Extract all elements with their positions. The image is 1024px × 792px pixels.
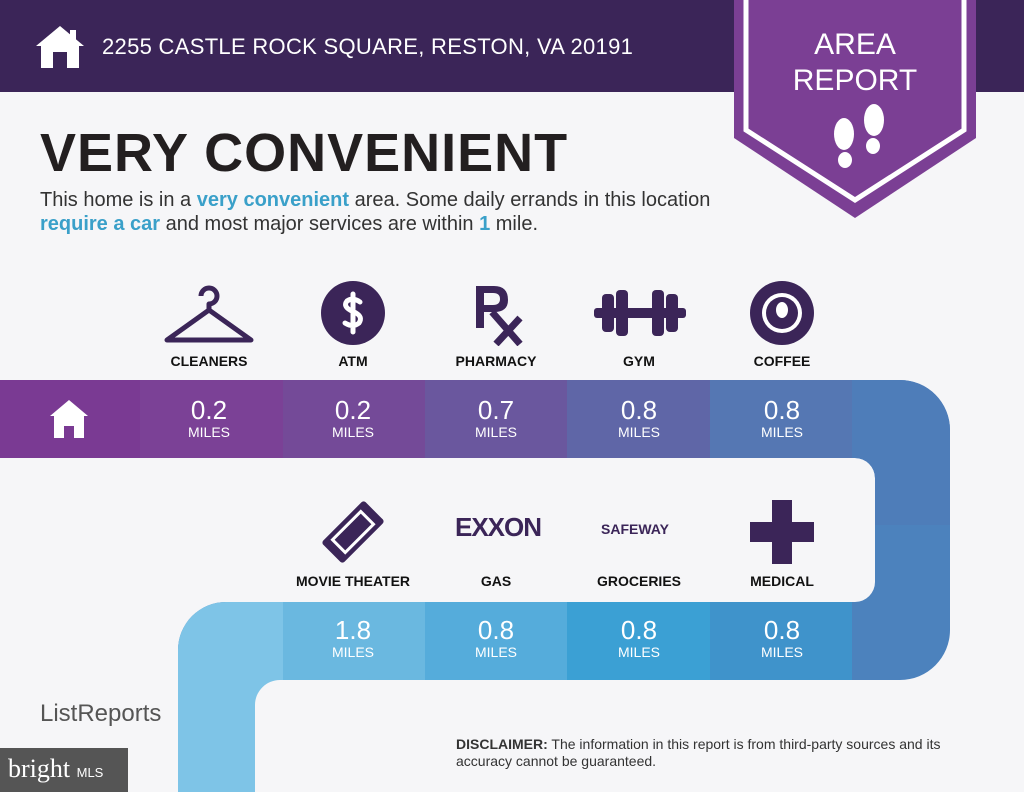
distance-value: 0.8 MILES	[474, 615, 517, 660]
category-label: GROCERIES	[596, 573, 681, 589]
disclaimer: DISCLAIMER: The information in this repo…	[456, 736, 941, 769]
listreports-logo: ListReports	[40, 700, 162, 727]
home-icon	[36, 26, 84, 68]
category-label: ATM	[338, 353, 368, 369]
medical-cross-icon	[750, 500, 814, 564]
distance-value: 0.8 MILES	[617, 615, 660, 660]
footprints-icon	[834, 104, 884, 168]
home-icon	[50, 400, 88, 438]
distance-value: 0.2 MILES	[187, 395, 230, 440]
hanger-icon	[164, 285, 254, 343]
category-label: MOVIE THEATER	[295, 573, 411, 589]
distance-value: 1.8 MILES	[331, 615, 374, 660]
starbucks-logo	[750, 281, 814, 345]
safeway-logo: SAFEWAY	[601, 521, 669, 537]
category-label: GAS	[480, 573, 512, 589]
summary-text: This home is in a very convenient area. …	[40, 189, 711, 235]
category-label: COFFEE	[753, 353, 811, 369]
distance-value: 0.8 MILES	[617, 395, 660, 440]
distance-value: 0.8 MILES	[760, 395, 803, 440]
badge-line2: REPORT	[793, 64, 917, 97]
exxon-logo: EXXON	[455, 512, 542, 542]
distance-value: 0.7 MILES	[474, 395, 517, 440]
category-label: GYM	[623, 353, 655, 369]
dollar-icon	[321, 281, 385, 345]
bright-mls-watermark: bright MLS	[0, 748, 128, 792]
category-label: MEDICAL	[750, 573, 814, 589]
dumbbell-icon	[594, 290, 686, 336]
badge-line1: AREA	[814, 28, 896, 61]
category-label: CLEANERS	[170, 353, 248, 369]
category-label: PHARMACY	[455, 353, 537, 369]
ticket-icon	[322, 501, 384, 563]
rx-icon	[476, 286, 523, 346]
distance-value: 0.8 MILES	[760, 615, 803, 660]
distance-value: 0.2 MILES	[331, 395, 374, 440]
property-address: 2255 CASTLE ROCK SQUARE, RESTON, VA 2019…	[102, 34, 634, 59]
area-report-badge: AREA REPORT	[734, 0, 976, 218]
page-title: VERY CONVENIENT	[40, 123, 569, 183]
